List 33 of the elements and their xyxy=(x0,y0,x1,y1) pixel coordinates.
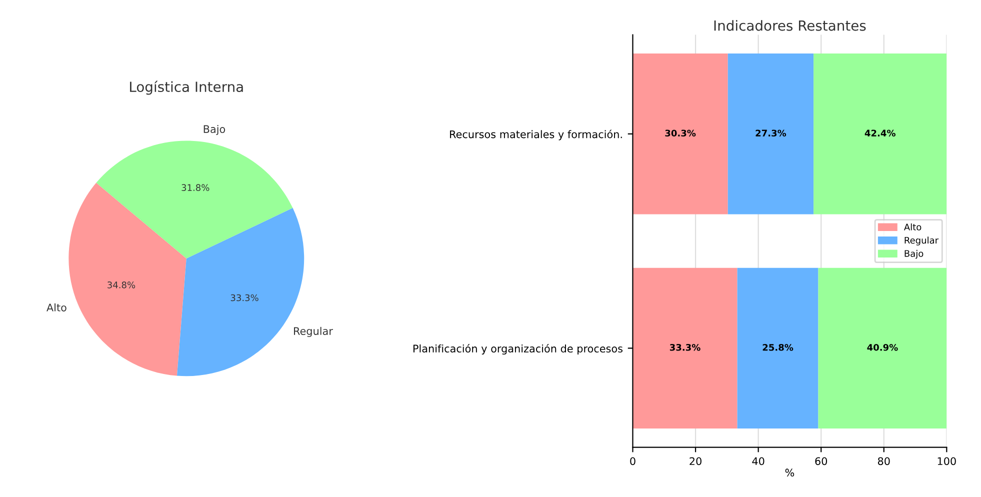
slice-label: Bajo xyxy=(204,124,226,136)
slice-label: Alto xyxy=(46,303,66,312)
data-label: 40.9% xyxy=(867,344,898,351)
bar xyxy=(818,268,947,429)
legend-label: Regular xyxy=(904,236,939,246)
bar xyxy=(632,54,728,214)
data-label: 33.3% xyxy=(670,344,700,351)
x-tick-label: 40 xyxy=(752,457,764,466)
data-label: 27.3% xyxy=(756,130,786,137)
data-label: 25.8% xyxy=(762,344,794,351)
legend-label: Bajo xyxy=(904,250,924,259)
data-label: 34.8% xyxy=(108,281,136,288)
data-label: 31.8% xyxy=(182,184,210,191)
bar xyxy=(737,268,818,429)
legend-label: Alto xyxy=(904,223,922,230)
bar xyxy=(814,54,947,214)
data-label: 42.4% xyxy=(864,130,896,137)
y-tick-label: Planificación y organización de procesos xyxy=(413,344,623,355)
chart-title: Logística Interna xyxy=(130,80,243,95)
data-label: 30.3% xyxy=(665,130,696,137)
x-tick-label: 60 xyxy=(815,457,828,466)
x-tick-label: 80 xyxy=(878,457,890,466)
x-tick-label: 20 xyxy=(690,457,702,466)
pie-slice xyxy=(96,140,293,258)
data-label: 33.3% xyxy=(230,294,258,302)
y-tick-label: Recursos materiales y formación. xyxy=(450,130,622,140)
x-tick-label: 0 xyxy=(630,457,636,466)
bar xyxy=(632,268,738,429)
chart-title: Indicadores Restantes xyxy=(714,20,866,31)
x-axis-title: % xyxy=(785,468,794,477)
bar xyxy=(728,54,814,214)
slice-label: Regular xyxy=(294,326,333,337)
x-tick-label: 100 xyxy=(938,457,956,466)
